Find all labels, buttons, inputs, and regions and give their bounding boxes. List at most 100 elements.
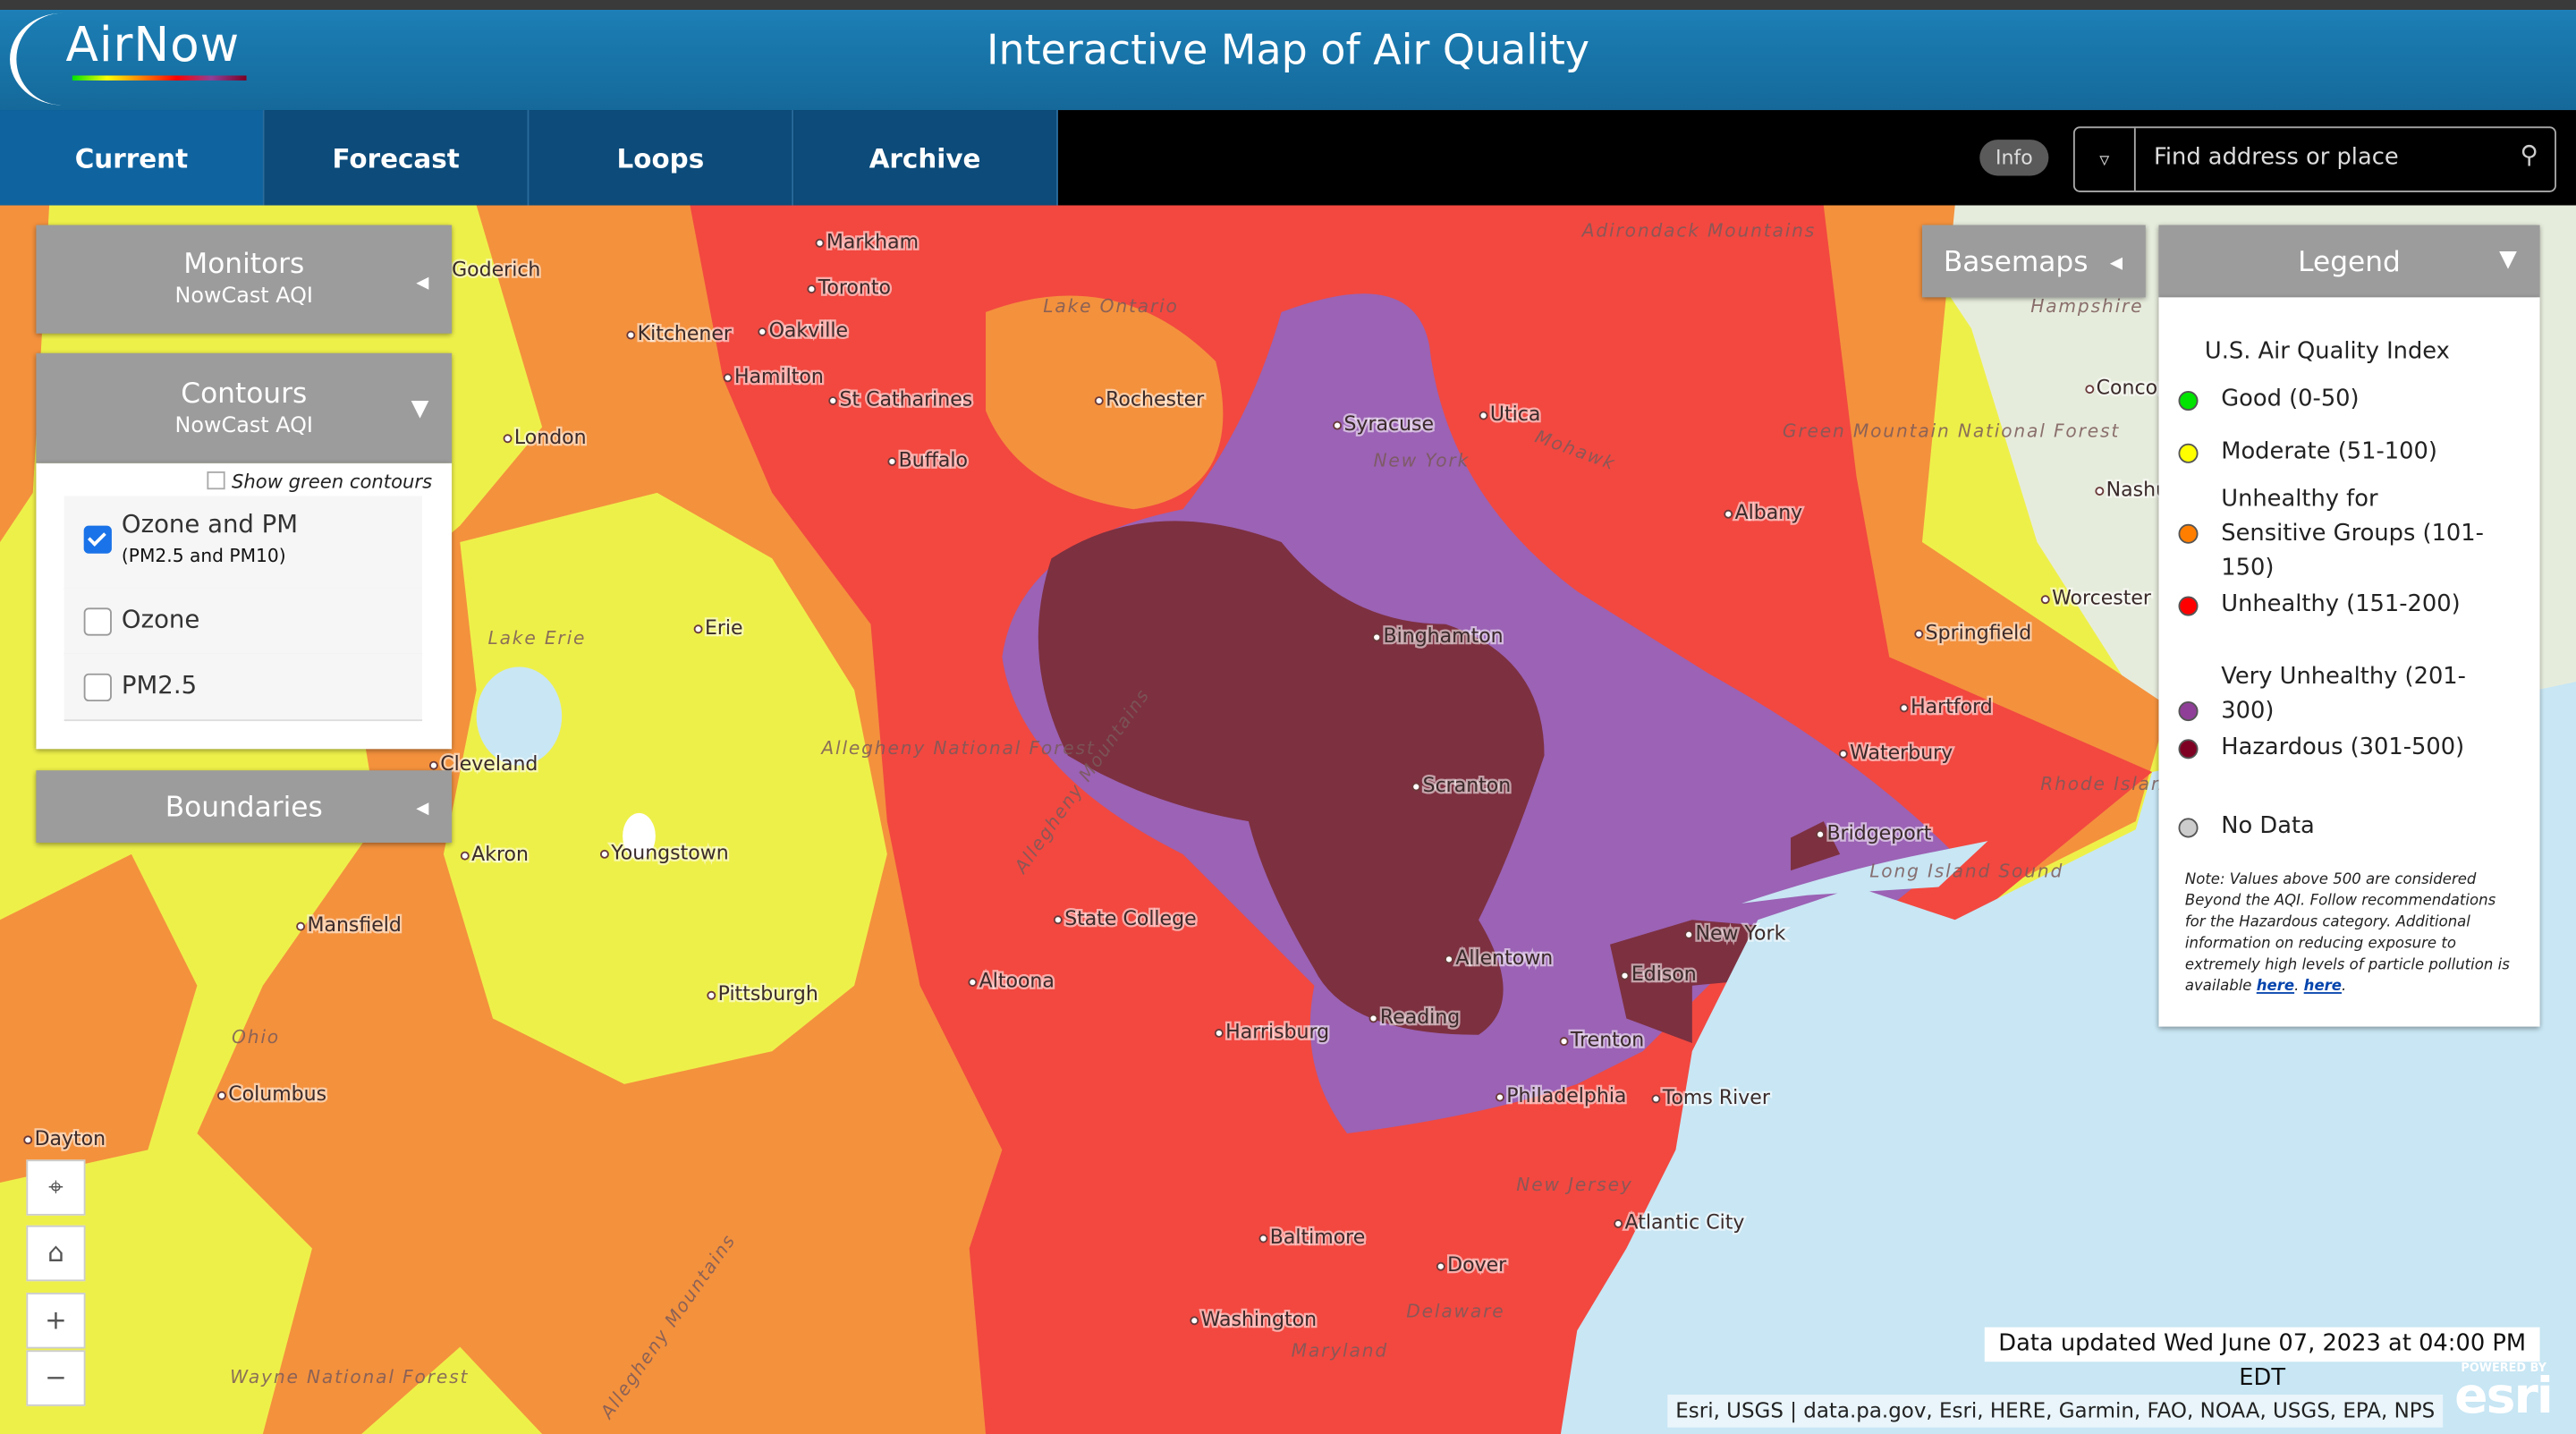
- city-label: Springfield: [1926, 622, 2032, 644]
- city-label: Waterbury: [1850, 742, 1953, 764]
- city-dot: [1495, 1092, 1504, 1102]
- tab[interactable]: Archive: [793, 110, 1058, 206]
- region-label: Lake Erie: [488, 627, 587, 649]
- city-dot: [1838, 749, 1848, 759]
- city-label: Dover: [1447, 1254, 1507, 1277]
- logo-bar: [72, 75, 247, 81]
- city-dot: [1724, 509, 1733, 519]
- city-label: Pittsburgh: [718, 983, 818, 1005]
- city-label: Utica: [1490, 403, 1540, 426]
- city-label: Columbus: [228, 1083, 326, 1106]
- city-dot: [1094, 396, 1104, 405]
- monitors-panel[interactable]: Monitors NowCast AQI ◀: [36, 225, 453, 334]
- data-updated: Data updated Wed June 07, 2023 at 04:00 …: [1984, 1327, 2540, 1391]
- contours-panel[interactable]: Contours NowCast AQI ▼: [36, 352, 453, 463]
- city-dot: [1372, 632, 1382, 642]
- city-label: Goderich: [452, 259, 540, 281]
- city-label: Altoona: [979, 971, 1055, 993]
- contours-options: Show green contours Ozone and PM (PM2.5 a…: [36, 462, 453, 750]
- city-label: Washington: [1201, 1309, 1317, 1331]
- legend-label: Unhealthy for Sensitive Groups (101-150): [2221, 486, 2484, 582]
- city-label: Binghamton: [1384, 625, 1504, 648]
- search-placeholder: Find address or place: [2153, 144, 2399, 171]
- panel-subtitle: NowCast AQI: [174, 413, 313, 439]
- legend-swatch: [2178, 818, 2199, 838]
- zoom-in[interactable]: +: [26, 1293, 86, 1349]
- region-label: Adirondack Mountains: [1580, 219, 1816, 241]
- city-dot: [216, 1090, 226, 1100]
- checkbox[interactable]: [83, 525, 112, 554]
- legend-swatch: [2178, 391, 2199, 412]
- option-row[interactable]: Ozone and PM (PM2.5 and PM10): [64, 496, 423, 590]
- city-dot: [1614, 1219, 1623, 1228]
- checkbox[interactable]: [83, 673, 112, 702]
- tab[interactable]: Forecast: [264, 110, 530, 206]
- search-icon[interactable]: ⚲: [2520, 140, 2538, 170]
- tab[interactable]: Current: [0, 110, 265, 206]
- checkbox[interactable]: [207, 471, 225, 490]
- checkbox[interactable]: [83, 607, 112, 636]
- city-label: Toms River: [1662, 1087, 1771, 1109]
- logo[interactable]: AirNow: [65, 16, 241, 72]
- option-row[interactable]: PM2.5: [64, 653, 423, 722]
- city-label: New York: [1696, 922, 1786, 945]
- city-dot: [23, 1135, 33, 1145]
- city-label: Albany: [1735, 502, 1803, 524]
- option-label: Ozone and PM: [121, 509, 299, 539]
- legend-swatch: [2178, 443, 2199, 463]
- city-dot: [815, 238, 825, 248]
- option-label: Show green contours: [231, 470, 433, 493]
- boundaries-panel[interactable]: Boundaries ◀: [36, 770, 453, 843]
- tab[interactable]: Loops: [529, 110, 794, 206]
- city-dot: [460, 851, 470, 861]
- aqi-hazardous-area: [1038, 521, 1545, 1035]
- esri-logo[interactable]: esri: [2454, 1368, 2554, 1426]
- expand-arrow: ▼: [411, 395, 429, 422]
- link[interactable]: here: [2256, 979, 2295, 996]
- city-dot: [1411, 782, 1421, 792]
- city-dot: [807, 284, 817, 294]
- aqi-usg-area: [0, 853, 198, 1184]
- city-dot: [693, 624, 703, 634]
- option-row[interactable]: Ozone: [64, 588, 423, 656]
- legend-panel[interactable]: Legend ▼: [2158, 225, 2540, 298]
- region-label: Lake Ontario: [1043, 295, 1178, 317]
- city-label: Hamilton: [734, 366, 824, 388]
- show-green-contours[interactable]: Show green contours: [207, 470, 432, 493]
- city-dot: [1333, 420, 1343, 430]
- option-sublabel: (PM2.5 and PM10): [121, 545, 286, 567]
- city-label: Hartford: [1911, 696, 1993, 718]
- collapse-arrow: ◀: [2109, 254, 2123, 273]
- city-label: Bridgeport: [1826, 822, 1931, 844]
- basemaps-panel[interactable]: Basemaps ◀: [1921, 225, 2146, 298]
- region-label: Hampshire: [2030, 295, 2143, 317]
- legend-heading: U.S. Air Quality Index: [2204, 338, 2450, 365]
- search-box[interactable]: ▿ Find address or place ⚲: [2072, 126, 2556, 192]
- city-dot: [828, 396, 838, 405]
- link[interactable]: here: [2303, 979, 2343, 996]
- no-data-spot: [623, 812, 656, 860]
- legend-label: Good (0-50): [2221, 386, 2360, 412]
- region-label: Maryland: [1292, 1340, 1388, 1362]
- city-dot: [1899, 703, 1909, 713]
- city-label: St Catharines: [840, 389, 973, 412]
- powered-by: POWERED BY: [2461, 1362, 2546, 1375]
- city-label: Reading: [1380, 1006, 1460, 1029]
- city-dot: [428, 760, 438, 770]
- region-label: Long Island Sound: [1869, 861, 2063, 882]
- city-dot: [1190, 1316, 1199, 1326]
- city-label: Scranton: [1423, 775, 1512, 797]
- long-island-sound: [1741, 841, 1988, 904]
- collapse-arrow: ◀: [416, 800, 429, 819]
- map[interactable]: Markham Toronto Kitchener Oakville Hamilton S…: [0, 205, 2576, 1434]
- region-label: New Jersey: [1516, 1174, 1632, 1195]
- panel-title: Boundaries: [165, 792, 323, 825]
- search-dropdown[interactable]: ▿: [2075, 128, 2136, 191]
- zoom-out[interactable]: −: [26, 1350, 86, 1406]
- locate-button[interactable]: ⌖: [26, 1159, 86, 1216]
- info-button[interactable]: Info: [1979, 140, 2049, 176]
- legend-label: Moderate (51-100): [2221, 438, 2437, 465]
- region-label: New York: [1374, 449, 1470, 471]
- home-button[interactable]: ⌂: [26, 1225, 86, 1282]
- city-label: Harrisburg: [1225, 1021, 1329, 1043]
